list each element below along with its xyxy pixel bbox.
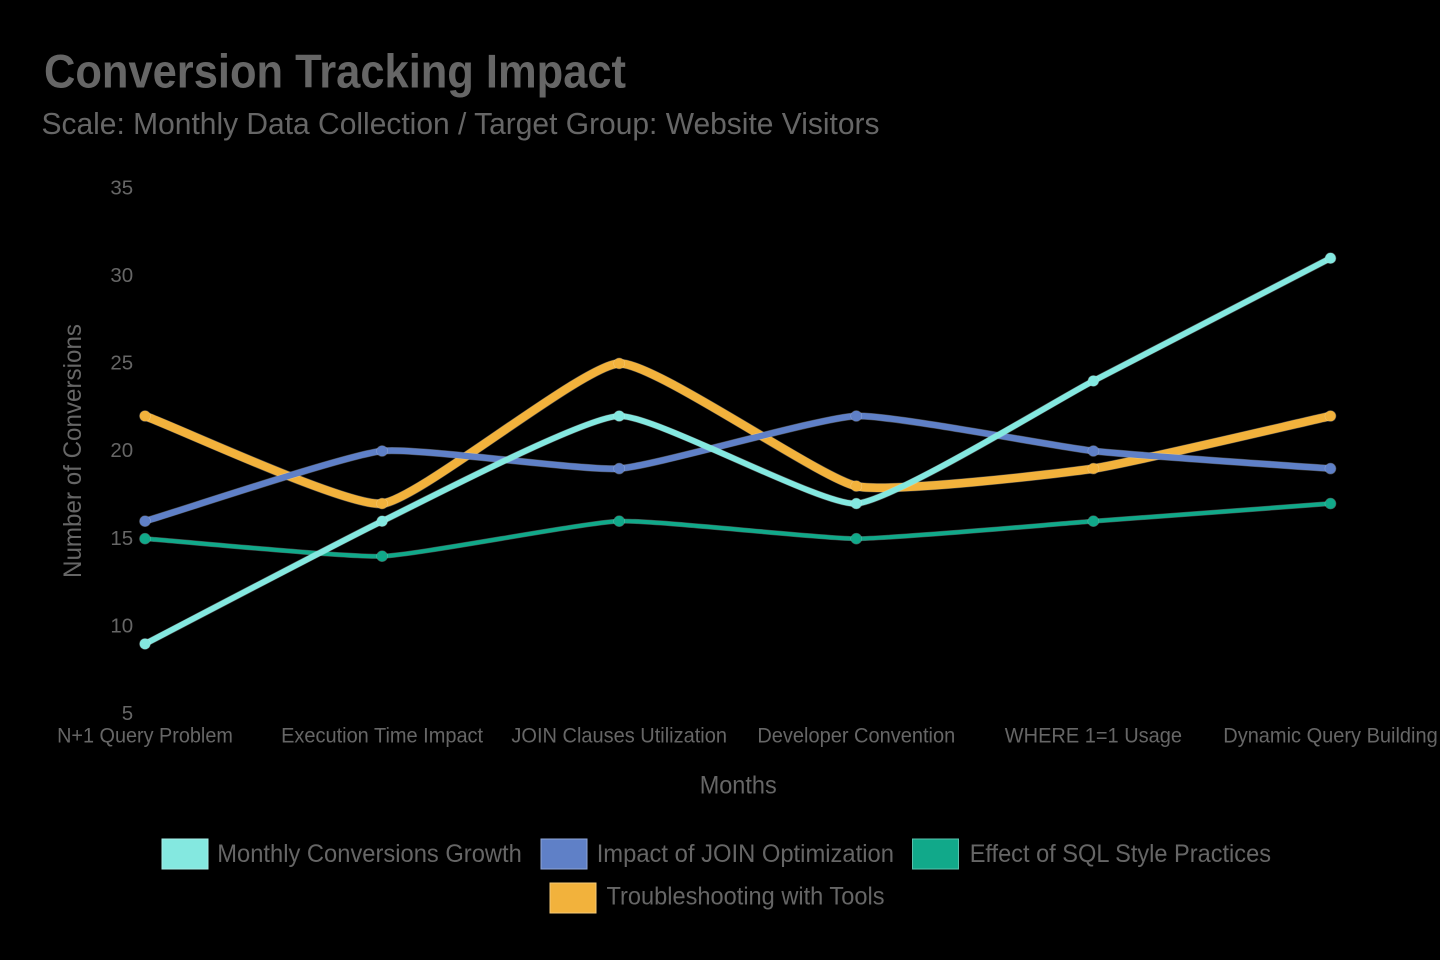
svg-text:30: 30 bbox=[110, 264, 133, 287]
svg-text:Conversion Tracking Impact: Conversion Tracking Impact bbox=[44, 45, 626, 98]
svg-text:Impact of JOIN Optimization: Impact of JOIN Optimization bbox=[597, 840, 894, 868]
svg-text:20: 20 bbox=[110, 439, 133, 462]
svg-text:Developer Convention: Developer Convention bbox=[757, 725, 955, 748]
svg-text:10: 10 bbox=[110, 615, 133, 638]
svg-text:Dynamic Query Building: Dynamic Query Building bbox=[1223, 725, 1438, 748]
svg-text:N+1 Query Problem: N+1 Query Problem bbox=[57, 725, 233, 748]
svg-text:Months: Months bbox=[700, 771, 777, 799]
svg-text:Monthly Conversions Growth: Monthly Conversions Growth bbox=[217, 840, 522, 868]
svg-text:Execution Time Impact: Execution Time Impact bbox=[281, 725, 483, 748]
svg-text:35: 35 bbox=[110, 176, 133, 199]
svg-text:JOIN Clauses Utilization: JOIN Clauses Utilization bbox=[511, 725, 727, 748]
svg-text:Effect of SQL Style Practices: Effect of SQL Style Practices bbox=[970, 840, 1271, 868]
svg-text:Number of Conversions: Number of Conversions bbox=[59, 324, 87, 578]
svg-text:Scale: Monthly Data Collection: Scale: Monthly Data Collection / Target … bbox=[42, 106, 880, 141]
svg-text:WHERE 1=1 Usage: WHERE 1=1 Usage bbox=[1005, 725, 1182, 748]
svg-text:15: 15 bbox=[110, 527, 133, 550]
svg-text:Troubleshooting with Tools: Troubleshooting with Tools bbox=[607, 883, 885, 911]
svg-text:25: 25 bbox=[110, 352, 133, 375]
svg-text:5: 5 bbox=[122, 702, 133, 725]
